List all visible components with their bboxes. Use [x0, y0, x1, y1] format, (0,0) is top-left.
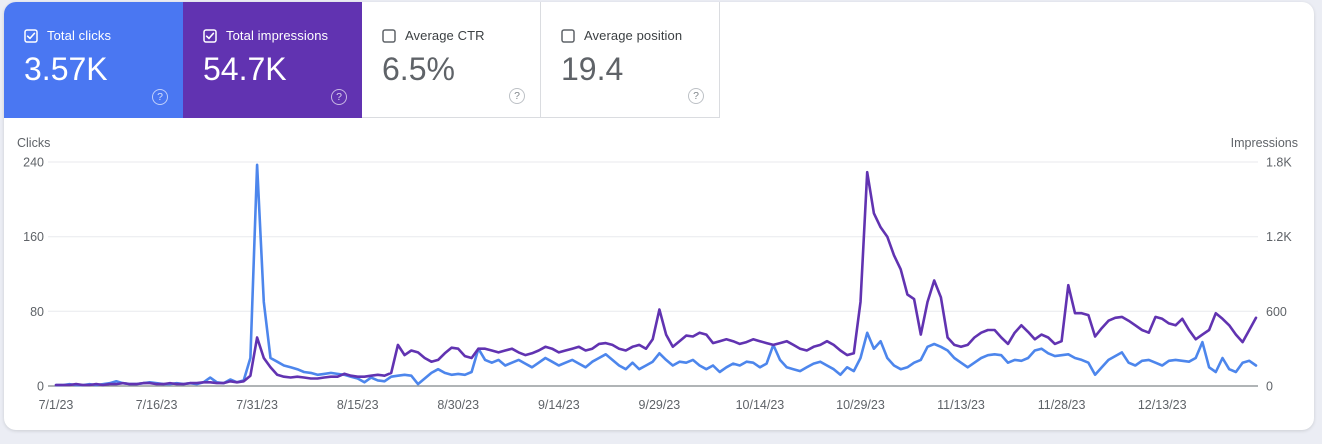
- x-axis-tick: 8/30/23: [437, 398, 479, 412]
- left-axis-tick: 80: [30, 305, 44, 319]
- right-axis-tick: 0: [1266, 380, 1273, 394]
- x-axis-tick: 9/14/23: [538, 398, 580, 412]
- performance-chart-svg[interactable]: 0 80 160 240 0 600 1.2K 1.8K Clicks Impressions 7/…: [4, 2, 1314, 430]
- metric-card-total-impressions[interactable]: Total impressions 54.7K ?: [183, 2, 362, 118]
- x-axis-tick: 8/15/23: [337, 398, 379, 412]
- average-ctr-checkbox[interactable]: [382, 28, 396, 43]
- total-impressions-checkbox[interactable]: [203, 28, 217, 43]
- metric-label: Average position: [584, 28, 683, 43]
- left-axis-title: Clicks: [17, 136, 50, 150]
- help-icon[interactable]: ?: [688, 88, 704, 104]
- metric-card-header: Total clicks: [24, 28, 167, 43]
- x-axis-tick: 7/16/23: [136, 398, 178, 412]
- metric-card-header: Average CTR: [382, 28, 524, 43]
- metric-value: 54.7K: [203, 51, 287, 87]
- impressions-line[interactable]: [54, 170, 1258, 387]
- metric-card-average-ctr[interactable]: Average CTR 6.5% ?: [362, 2, 541, 118]
- metric-value: 3.57K: [24, 51, 108, 87]
- total-clicks-checkbox[interactable]: [24, 28, 38, 43]
- x-axis-tick: 7/1/23: [39, 398, 74, 412]
- metric-label: Total impressions: [226, 28, 329, 43]
- left-axis-tick: 160: [23, 230, 44, 244]
- metrics-row: Total clicks 3.57K ? Total impressions 5…: [4, 2, 720, 118]
- metric-label: Average CTR: [405, 28, 485, 43]
- checkbox-checked-icon: [24, 28, 38, 43]
- clicks-impressions-chart: 0 80 160 240 0 600 1.2K 1.8K Clicks Impressions 7/…: [4, 2, 1314, 430]
- metric-value: 19.4: [561, 51, 624, 87]
- metric-card-total-clicks[interactable]: Total clicks 3.57K ?: [4, 2, 183, 118]
- checkbox-unchecked-icon: [561, 28, 575, 43]
- x-axis-tick: 10/29/23: [836, 398, 885, 412]
- metric-label: Total clicks: [47, 28, 112, 43]
- left-axis-tick: 240: [23, 156, 44, 170]
- x-axis-tick: 11/28/23: [1038, 398, 1086, 412]
- x-axis-tick: 10/14/23: [736, 398, 785, 412]
- x-axis-tick: 7/31/23: [236, 398, 278, 412]
- x-axis-tick: 12/13/23: [1138, 398, 1187, 412]
- left-axis-tick: 0: [37, 380, 44, 394]
- help-icon[interactable]: ?: [331, 89, 347, 105]
- clicks-line[interactable]: [54, 163, 1258, 387]
- right-axis-tick: 600: [1266, 305, 1287, 319]
- right-axis-tick: 1.2K: [1266, 230, 1292, 244]
- x-axis-tick: 9/29/23: [639, 398, 681, 412]
- metric-card-average-position[interactable]: Average position 19.4 ?: [541, 2, 720, 118]
- metric-card-header: Total impressions: [203, 28, 346, 43]
- metric-card-header: Average position: [561, 28, 703, 43]
- checkbox-checked-icon: [203, 28, 217, 43]
- right-axis-title: Impressions: [1231, 136, 1298, 150]
- x-axis-tick: 11/13/23: [937, 398, 985, 412]
- help-icon[interactable]: ?: [509, 88, 525, 104]
- right-axis-tick: 1.8K: [1266, 156, 1292, 170]
- checkbox-unchecked-icon: [382, 28, 396, 43]
- help-icon[interactable]: ?: [152, 89, 168, 105]
- performance-panel: 0 80 160 240 0 600 1.2K 1.8K Clicks Impressions 7/…: [4, 2, 1314, 430]
- metric-value: 6.5%: [382, 51, 455, 87]
- average-position-checkbox[interactable]: [561, 28, 575, 43]
